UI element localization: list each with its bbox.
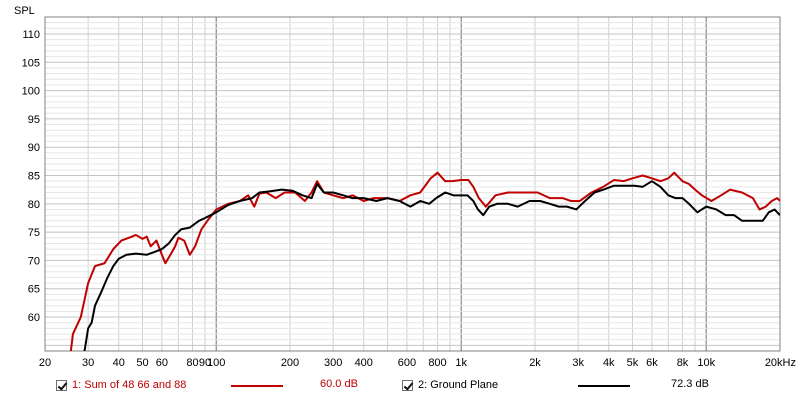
x-tick-label: 90 bbox=[199, 357, 211, 369]
series-2-line bbox=[83, 180, 780, 351]
series-1-name: 1: Sum of 48 66 and 88 bbox=[72, 379, 187, 391]
series-1-checkbox[interactable] bbox=[56, 379, 67, 391]
y-tick-label: 75 bbox=[28, 227, 40, 239]
y-tick-label: 95 bbox=[28, 114, 40, 126]
legend: 1: Sum of 48 66 and 88 60.0 dB 2: Ground… bbox=[0, 377, 800, 397]
series-2-swatch bbox=[578, 385, 630, 387]
x-tick-label: 6k bbox=[646, 357, 658, 369]
series-layer bbox=[69, 171, 780, 351]
plot-frame bbox=[44, 16, 781, 352]
legend-item-series-2[interactable]: 2: Ground Plane bbox=[402, 377, 498, 393]
series-1-swatch bbox=[231, 385, 283, 387]
series-2-value: 72.3 dB bbox=[671, 378, 709, 390]
legend-item-series-1[interactable]: 1: Sum of 48 66 and 88 bbox=[56, 377, 186, 393]
x-tick-label: 200 bbox=[281, 357, 299, 369]
x-tick-label: 40 bbox=[113, 357, 125, 369]
x-tick-label: 600 bbox=[398, 357, 416, 369]
y-tick-label: 90 bbox=[28, 142, 40, 154]
y-tick-label: 70 bbox=[28, 255, 40, 267]
x-tick-label: 4k bbox=[603, 357, 615, 369]
x-tick-label: 8k bbox=[677, 357, 689, 369]
x-tick-label: 3k bbox=[572, 357, 584, 369]
x-tick-label: 80 bbox=[186, 357, 198, 369]
y-tick-label: 85 bbox=[28, 171, 40, 183]
y-tick-label: 80 bbox=[28, 199, 40, 211]
x-tick-label: 800 bbox=[428, 357, 446, 369]
y-tick-label: 65 bbox=[28, 284, 40, 296]
grid-layer bbox=[44, 16, 781, 352]
x-tick-label: 10k bbox=[697, 357, 715, 369]
x-unit-label: 20kHz bbox=[765, 357, 796, 369]
y-tick-label: 105 bbox=[22, 57, 40, 69]
x-tick-label: 50 bbox=[136, 357, 148, 369]
series-2-checkbox[interactable] bbox=[402, 379, 413, 391]
y-tick-label: 60 bbox=[28, 312, 40, 324]
x-tick-label: 5k bbox=[627, 357, 639, 369]
y-axis-label: SPL bbox=[14, 5, 35, 17]
x-tick-label: 400 bbox=[355, 357, 373, 369]
x-tick-label: 20 bbox=[39, 357, 51, 369]
series-1-value: 60.0 dB bbox=[320, 378, 358, 390]
x-tick-label: 100 bbox=[207, 357, 225, 369]
x-tick-label: 30 bbox=[82, 357, 94, 369]
x-tick-label: 2k bbox=[529, 357, 541, 369]
x-tick-label: 1k bbox=[455, 357, 467, 369]
y-tick-label: 110 bbox=[22, 29, 40, 41]
y-tick-label: 100 bbox=[22, 86, 40, 98]
series-2-name: 2: Ground Plane bbox=[418, 379, 499, 391]
x-tick-label: 60 bbox=[156, 357, 168, 369]
x-tick-label: 300 bbox=[324, 357, 342, 369]
